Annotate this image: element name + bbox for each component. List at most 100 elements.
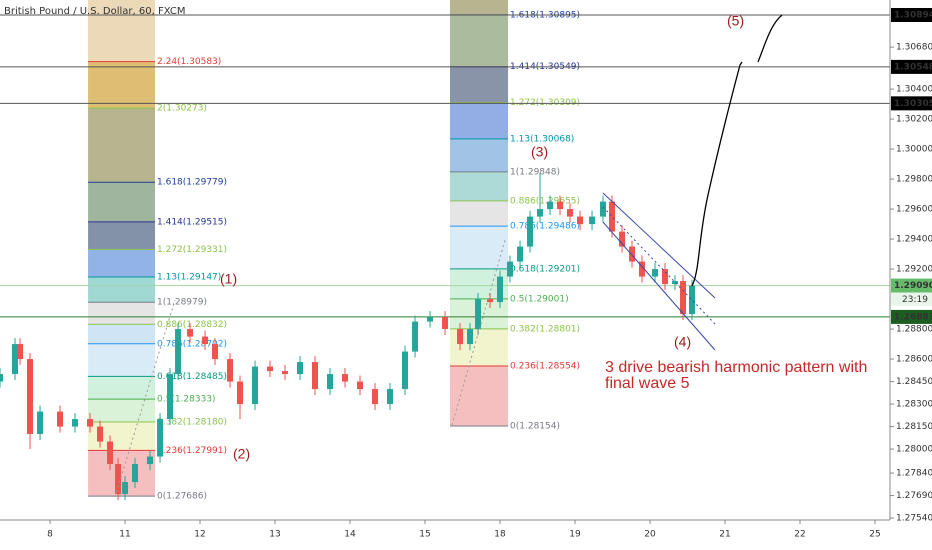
candle-body bbox=[487, 299, 494, 303]
candle-body bbox=[427, 317, 434, 322]
candle-body bbox=[577, 216, 584, 225]
fib-label: 1.272(1.29331) bbox=[157, 245, 227, 255]
fib-label: 0(1.28154) bbox=[510, 421, 560, 431]
fib-trend bbox=[114, 299, 176, 498]
candle-body bbox=[527, 216, 534, 247]
fib-band bbox=[449, 14, 509, 67]
x-tick-label: 13 bbox=[269, 530, 280, 540]
annotation: (1) bbox=[220, 271, 237, 287]
y-tick-label: 1.28800 bbox=[896, 325, 932, 335]
fib-band bbox=[449, 66, 509, 103]
candle-body bbox=[589, 216, 596, 225]
fib-label: 0.382(1.28180) bbox=[157, 418, 227, 428]
price-tag bbox=[891, 278, 932, 293]
x-tick-label: 11 bbox=[119, 530, 130, 540]
note: 3 drive bearish harmonic pattern with bbox=[605, 359, 867, 376]
candle-body bbox=[97, 426, 104, 442]
fib-label: 0.786(1.28702) bbox=[157, 339, 227, 349]
price-tag bbox=[891, 309, 932, 324]
candle-body bbox=[371, 389, 378, 405]
candle-body bbox=[497, 276, 504, 303]
fib-label: 0.236(1.28554) bbox=[510, 361, 580, 371]
countdown: 23:19 bbox=[902, 295, 928, 305]
y-tick-label: 1.30000 bbox=[896, 145, 932, 155]
x-tick-label: 8 bbox=[47, 530, 53, 540]
x-tick-label: 25 bbox=[869, 530, 880, 540]
candle-body bbox=[202, 336, 209, 345]
y-tick-label: 1.29800 bbox=[896, 175, 932, 185]
price-tag bbox=[891, 59, 932, 74]
candle-body bbox=[599, 201, 606, 217]
candle-body bbox=[680, 281, 687, 315]
y-tick-label: 1.28450 bbox=[896, 377, 932, 387]
candle-body bbox=[17, 344, 24, 360]
candle-body bbox=[86, 419, 93, 427]
candle-body bbox=[167, 374, 174, 420]
candle-body bbox=[442, 317, 449, 330]
price-tag-label: 1.28881 bbox=[894, 312, 932, 322]
candle-body bbox=[146, 456, 153, 465]
candle-body bbox=[671, 281, 678, 285]
fib-label: 0.618(1.28485) bbox=[157, 372, 227, 382]
price-tag-label: 1.30548 bbox=[894, 62, 932, 72]
fib-band bbox=[449, 102, 509, 139]
y-tick-label: 1.28300 bbox=[896, 400, 932, 410]
drawings bbox=[114, 14, 783, 498]
candle-body bbox=[0, 374, 3, 382]
candle-body bbox=[356, 381, 363, 390]
candle-body bbox=[536, 209, 543, 217]
fib-band bbox=[88, 182, 156, 222]
countdown-tag bbox=[891, 292, 932, 306]
y-tick-label: 1.27690 bbox=[896, 491, 932, 501]
candle-body bbox=[557, 201, 564, 210]
candle-layer bbox=[0, 173, 696, 501]
candle-body bbox=[689, 285, 696, 315]
candle-body bbox=[619, 231, 626, 247]
candle-body bbox=[251, 366, 258, 405]
candle-body bbox=[401, 351, 408, 390]
fib-label: 1.13(1.29147) bbox=[157, 273, 221, 283]
x-tick-label: 14 bbox=[344, 530, 356, 540]
candle-body bbox=[566, 209, 573, 217]
candle-body bbox=[107, 441, 114, 465]
fib-layer: 0(1.27686) 0.236(1.27991) 0.382(1.28180) 0.… bbox=[88, 0, 580, 502]
candle-body bbox=[629, 246, 636, 262]
annotation: (3) bbox=[531, 144, 548, 160]
y-tick-label: 1.29600 bbox=[896, 205, 932, 215]
fib-band bbox=[449, 171, 509, 201]
fib-band bbox=[449, 365, 509, 426]
price-tag-label: 1.29090 bbox=[894, 281, 932, 291]
fib-label: 0.382(1.28801) bbox=[510, 324, 580, 334]
chart-title: British Pound / U.S. Dollar, 60, FXCM bbox=[4, 6, 185, 17]
price-tag-label: 1.30305 bbox=[894, 99, 932, 109]
candle-body bbox=[71, 419, 78, 427]
projection bbox=[691, 14, 783, 287]
fib-band bbox=[88, 450, 156, 497]
candle-body bbox=[638, 261, 645, 277]
fib-band bbox=[88, 343, 156, 377]
candle-body bbox=[475, 299, 482, 330]
candle-body bbox=[266, 366, 273, 372]
fib-label: 2.24(1.30583) bbox=[157, 57, 221, 67]
x-tick-label: 15 bbox=[419, 530, 430, 540]
candle-body bbox=[341, 374, 348, 382]
candle-body bbox=[175, 329, 182, 375]
fib-label: 0.886(1.28832) bbox=[157, 320, 227, 330]
fib-label: 0(1.27686) bbox=[157, 492, 207, 502]
y-tick-label: 1.30680 bbox=[896, 43, 932, 53]
fib-label: 1(1.29848) bbox=[510, 167, 560, 177]
fib-label: 1.618(1.29779) bbox=[157, 178, 227, 188]
candle-body bbox=[326, 374, 333, 390]
candle-body bbox=[212, 344, 219, 360]
x-tick-label: 12 bbox=[194, 530, 205, 540]
candle-body bbox=[412, 321, 419, 352]
fib-band bbox=[88, 399, 156, 423]
annotation: (4) bbox=[674, 334, 691, 350]
y-axis-panel bbox=[890, 0, 932, 550]
fib-band bbox=[449, 226, 509, 269]
candle-body bbox=[131, 464, 138, 483]
fib-label: 0.5(1.28333) bbox=[157, 395, 216, 405]
fib-label: 1(1.28979) bbox=[157, 298, 207, 308]
fib-label: 0.236(1.27991) bbox=[157, 446, 227, 456]
